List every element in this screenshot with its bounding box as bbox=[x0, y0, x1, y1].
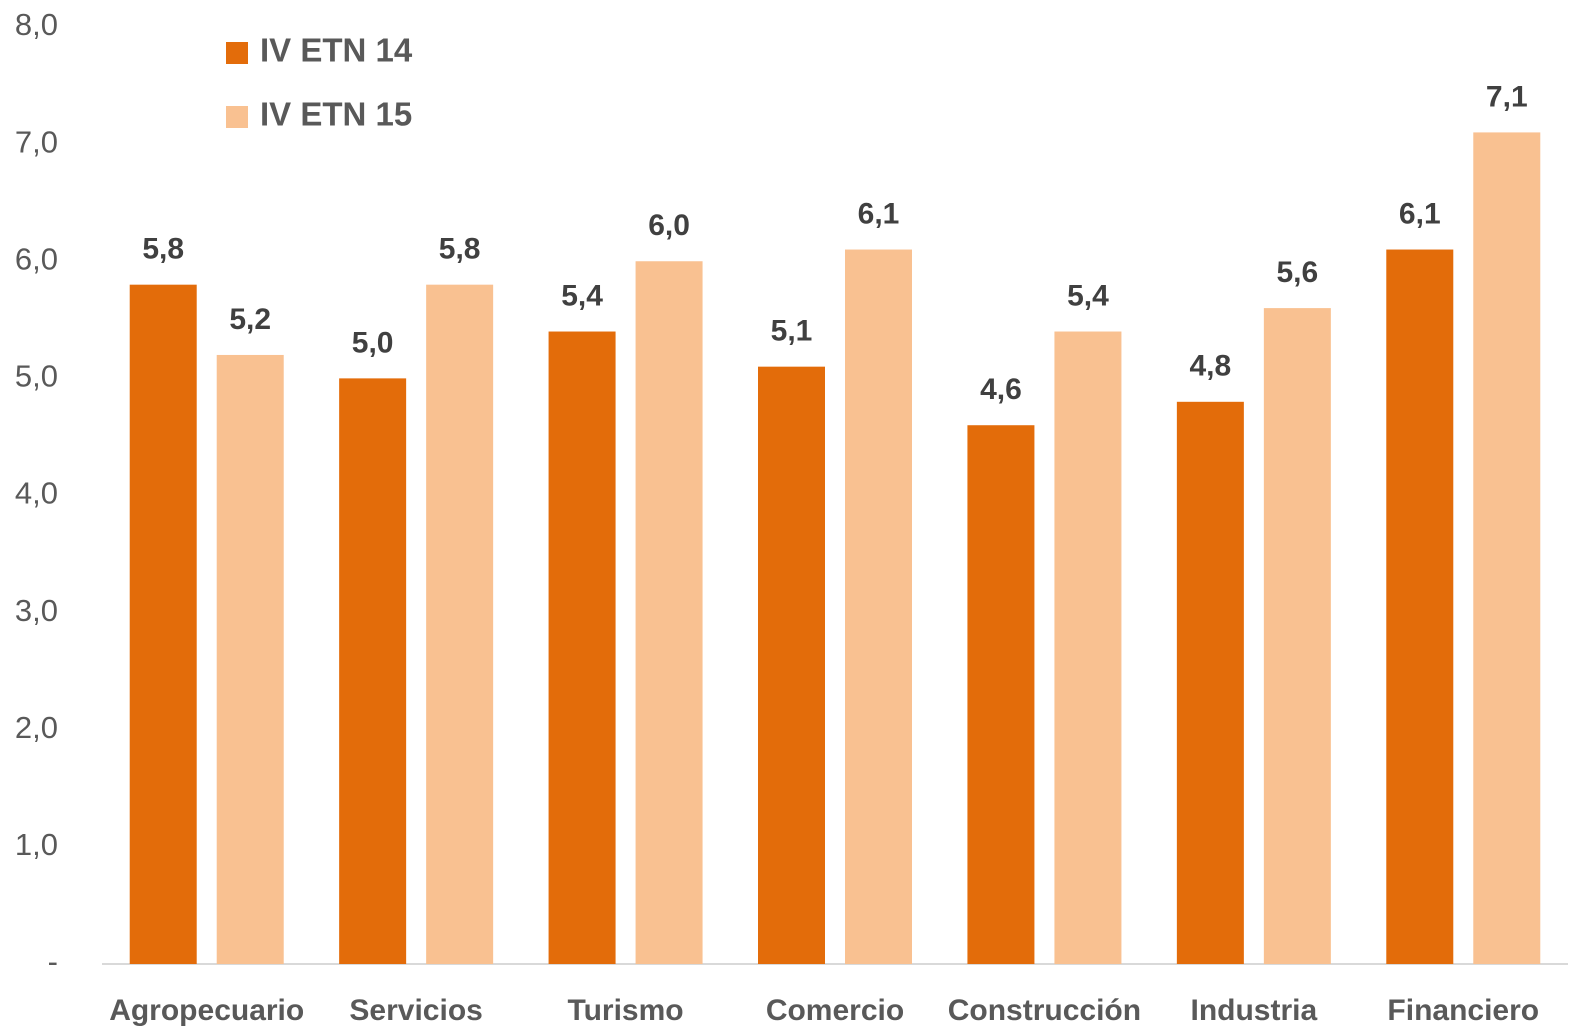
y-tick-label: 8,0 bbox=[15, 7, 58, 42]
bar bbox=[1263, 308, 1331, 965]
bar bbox=[635, 261, 703, 964]
bar bbox=[426, 284, 494, 964]
bar bbox=[1386, 249, 1454, 965]
bar bbox=[339, 378, 407, 964]
y-tick-label: 2,0 bbox=[15, 710, 58, 745]
legend-swatch bbox=[226, 106, 248, 128]
value-label: 4,8 bbox=[1189, 350, 1231, 383]
bar bbox=[845, 249, 912, 965]
value-label: 5,4 bbox=[1067, 279, 1109, 312]
value-label: 5,8 bbox=[142, 233, 184, 266]
x-tick-label: Industria bbox=[1191, 994, 1318, 1027]
y-tick-label: 7,0 bbox=[15, 124, 58, 159]
y-tick-label: - bbox=[48, 944, 58, 979]
x-tick-label: Comercio bbox=[766, 994, 904, 1027]
value-label: 5,6 bbox=[1276, 256, 1318, 289]
x-tick-label: Financiero bbox=[1387, 994, 1539, 1027]
bar bbox=[967, 425, 1035, 965]
legend-label: IV ETN 14 bbox=[260, 32, 413, 69]
value-label: 6,0 bbox=[648, 209, 690, 242]
y-tick-label: 1,0 bbox=[15, 827, 58, 862]
value-label: 6,1 bbox=[1399, 197, 1441, 230]
x-tick-label: Servicios bbox=[349, 994, 482, 1027]
value-label: 5,2 bbox=[229, 303, 271, 336]
y-tick-label: 6,0 bbox=[15, 241, 58, 276]
value-label: 5,8 bbox=[439, 233, 481, 266]
y-tick-label: 4,0 bbox=[15, 476, 58, 511]
legend-label: IV ETN 15 bbox=[260, 96, 412, 133]
bar bbox=[548, 331, 616, 964]
legend-swatch bbox=[226, 42, 248, 64]
bar bbox=[216, 354, 284, 964]
value-label: 7,1 bbox=[1486, 80, 1528, 113]
value-label: 4,6 bbox=[980, 373, 1022, 406]
x-tick-label: Turismo bbox=[568, 994, 684, 1027]
value-label: 5,1 bbox=[771, 315, 813, 348]
bar bbox=[129, 284, 197, 964]
value-label: 5,0 bbox=[352, 326, 394, 359]
value-label: 6,1 bbox=[858, 197, 900, 230]
value-label: 5,4 bbox=[561, 279, 603, 312]
bar bbox=[758, 366, 825, 965]
bar bbox=[1054, 331, 1122, 964]
y-tick-label: 3,0 bbox=[15, 593, 58, 628]
x-tick-label: Construcción bbox=[948, 994, 1141, 1027]
bar bbox=[1176, 401, 1244, 964]
y-tick-label: 5,0 bbox=[15, 359, 58, 394]
bar bbox=[1473, 132, 1541, 965]
x-tick-label: Agropecuario bbox=[109, 994, 304, 1027]
